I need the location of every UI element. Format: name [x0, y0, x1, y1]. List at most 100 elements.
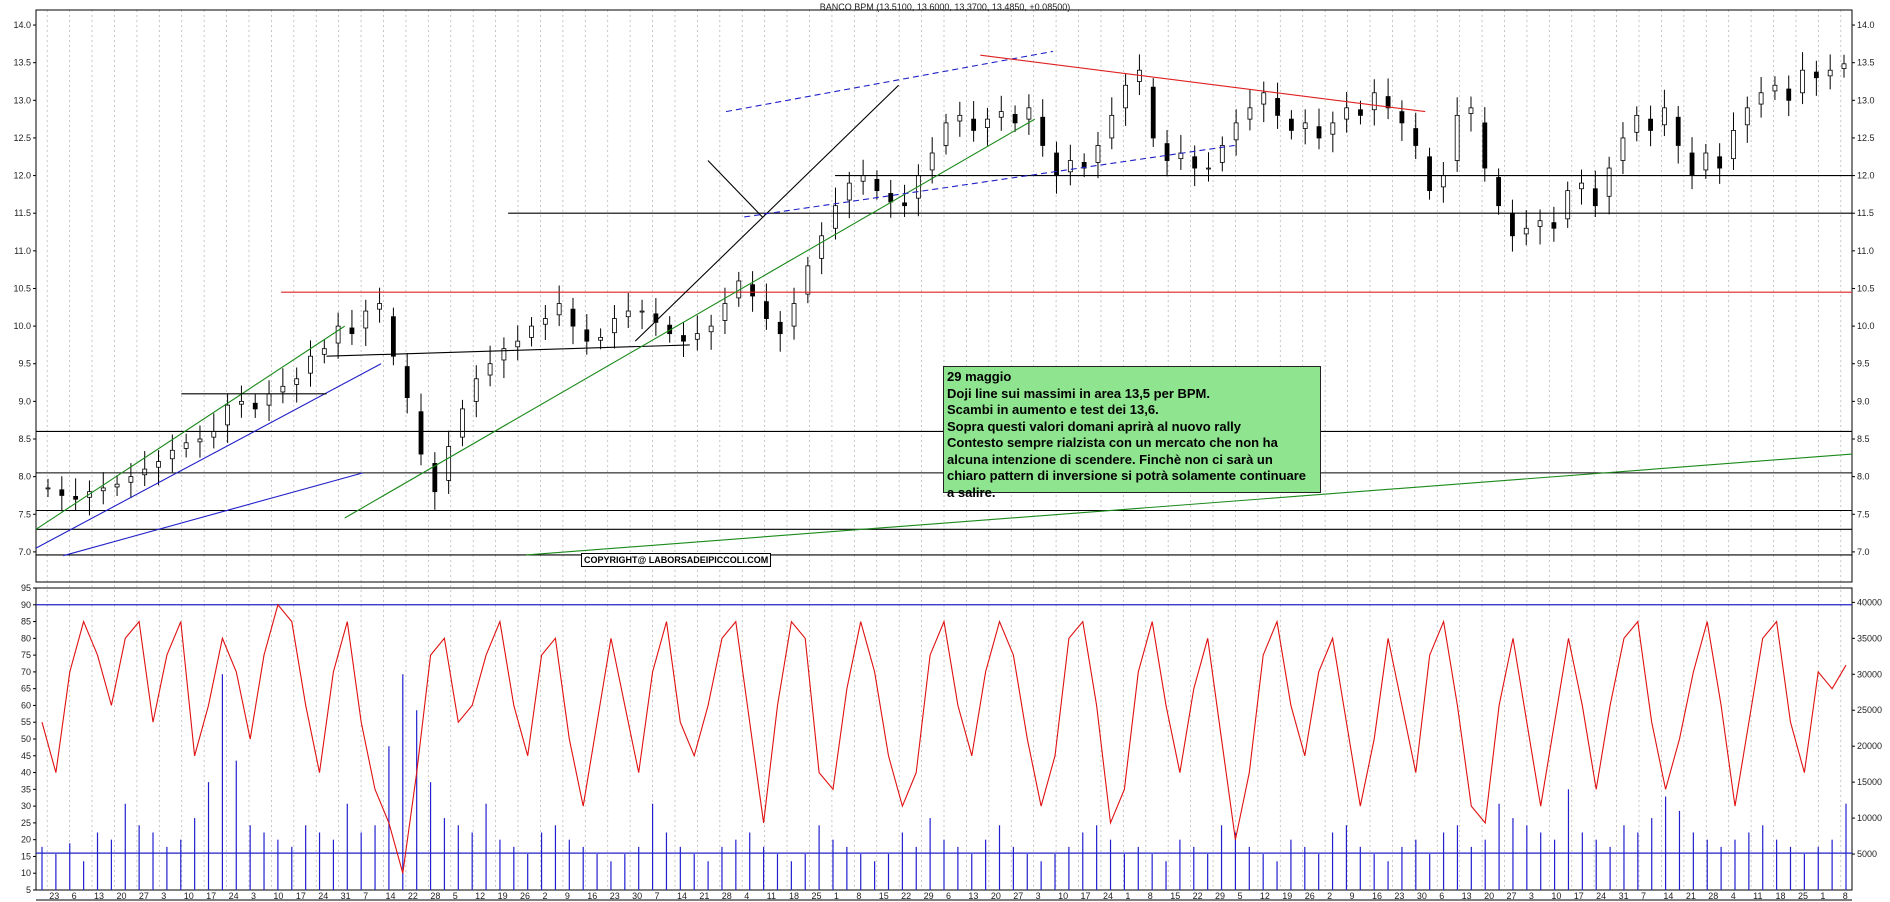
x-tick-label: 2 [542, 891, 547, 901]
x-tick-label: 31 [1619, 891, 1629, 901]
x-tick-label: 7 [655, 891, 660, 901]
candle-body [957, 114, 963, 122]
x-tick-label: 22 [408, 891, 418, 901]
candle-body [1703, 152, 1709, 171]
note-line: chiaro pattern di inversione si potrà so… [947, 468, 1307, 483]
candle-body [929, 152, 935, 171]
candle-body [1551, 222, 1557, 229]
candle-body [1827, 69, 1833, 77]
trendline [707, 160, 763, 218]
candle-body [501, 348, 507, 361]
candle-body [1413, 128, 1419, 146]
candle-body [1758, 92, 1764, 105]
oscillator-y-tick: 40 [21, 768, 31, 778]
trendline [63, 472, 364, 557]
candle-body [335, 325, 341, 344]
note-line: Doji line sui massimi in area 13,5 per B… [947, 385, 1210, 401]
x-tick-label: 20 [116, 891, 126, 901]
x-tick-label: 21 [1686, 891, 1696, 901]
x-tick-label: 27 [1013, 891, 1023, 901]
x-tick-label: 3 [161, 891, 166, 901]
x-tick-label: 30 [632, 891, 642, 901]
oscillator-y-tick: 75 [21, 650, 31, 660]
candle-body [1744, 107, 1750, 126]
candle-body [1123, 84, 1128, 109]
candle-body [1316, 126, 1322, 139]
candle-body [1233, 122, 1239, 141]
candle-body [542, 318, 548, 325]
candle-body [100, 487, 106, 492]
price-y-tick-right: 12.5 [1857, 133, 1875, 143]
candle-body [1302, 122, 1308, 129]
candle-body [1662, 107, 1667, 126]
candle-body [764, 301, 769, 319]
candle-body [225, 404, 231, 426]
candle-body [971, 118, 977, 131]
x-tick-label: 17 [206, 891, 216, 901]
price-y-tick-left: 10.5 [13, 283, 31, 293]
candle-body [239, 400, 244, 405]
trendline [326, 344, 690, 357]
x-tick-label: 17 [1081, 891, 1091, 901]
x-tick-label: 6 [1439, 891, 1444, 901]
note-line: Scambi in aumento e test dei 13,6. [947, 402, 1159, 417]
x-tick-label: 3 [1529, 891, 1534, 901]
x-tick-label: 12 [475, 891, 485, 901]
candle-body [1620, 137, 1626, 161]
x-tick-label: 10 [1551, 891, 1561, 901]
candle-body [404, 366, 410, 399]
candle-body [998, 111, 1004, 118]
price-y-tick-right: 7.5 [1857, 509, 1870, 519]
candle-body [1275, 98, 1280, 116]
price-y-tick-left: 10.0 [13, 321, 31, 331]
x-tick-label: 13 [968, 891, 978, 901]
x-tick-label: 19 [498, 891, 508, 901]
x-tick-label: 7 [363, 891, 368, 901]
x-tick-label: 5 [453, 891, 458, 901]
candle-body [1427, 156, 1432, 192]
candle-body [888, 193, 894, 203]
candle-body [1565, 190, 1571, 220]
x-tick-label: 1 [834, 891, 839, 901]
price-y-tick-left: 9.5 [18, 359, 31, 369]
candle-body [1206, 167, 1211, 170]
oscillator-y-tick: 15 [21, 851, 31, 861]
candle-body [1040, 116, 1046, 146]
candle-body [1026, 107, 1032, 120]
price-y-tick-left: 13.5 [13, 58, 31, 68]
price-panel-frame [35, 9, 1853, 583]
x-tick-label: 17 [1574, 891, 1584, 901]
x-tick-label: 9 [1350, 891, 1355, 901]
oscillator-y-tick: 35 [21, 784, 31, 794]
candle-body [280, 385, 286, 393]
x-tick-label: 14 [386, 891, 396, 901]
candle-body [791, 303, 797, 327]
candle-body [1689, 152, 1695, 176]
oscillator-y-tick: 20 [21, 835, 31, 845]
candle-body [1772, 84, 1778, 92]
volume-y-tick: 30000 [1857, 669, 1882, 679]
candle-body [1731, 130, 1736, 160]
x-tick-label: 31 [341, 891, 351, 901]
candle-body [1813, 71, 1819, 79]
oscillator-y-tick: 5 [26, 885, 31, 895]
candle-body [1800, 69, 1805, 94]
candle-body [1399, 111, 1405, 124]
volume-y-tick: 15000 [1857, 777, 1882, 787]
x-tick-label: 16 [587, 891, 597, 901]
x-tick-label: 16 [1372, 891, 1382, 901]
x-tick-label: 3 [251, 891, 256, 901]
candle-body [1095, 145, 1101, 163]
candle-body [1468, 107, 1474, 114]
x-tick-label: 28 [430, 891, 440, 901]
volume-y-tick: 20000 [1857, 741, 1882, 751]
candle-body [73, 495, 79, 500]
oscillator-y-tick: 80 [21, 633, 31, 643]
candle-body [819, 235, 825, 259]
candle-body [1634, 114, 1640, 133]
price-y-tick-right: 9.0 [1857, 396, 1870, 406]
candle-body [529, 325, 534, 338]
x-tick-label: 18 [789, 891, 799, 901]
price-y-tick-left: 12.5 [13, 133, 31, 143]
